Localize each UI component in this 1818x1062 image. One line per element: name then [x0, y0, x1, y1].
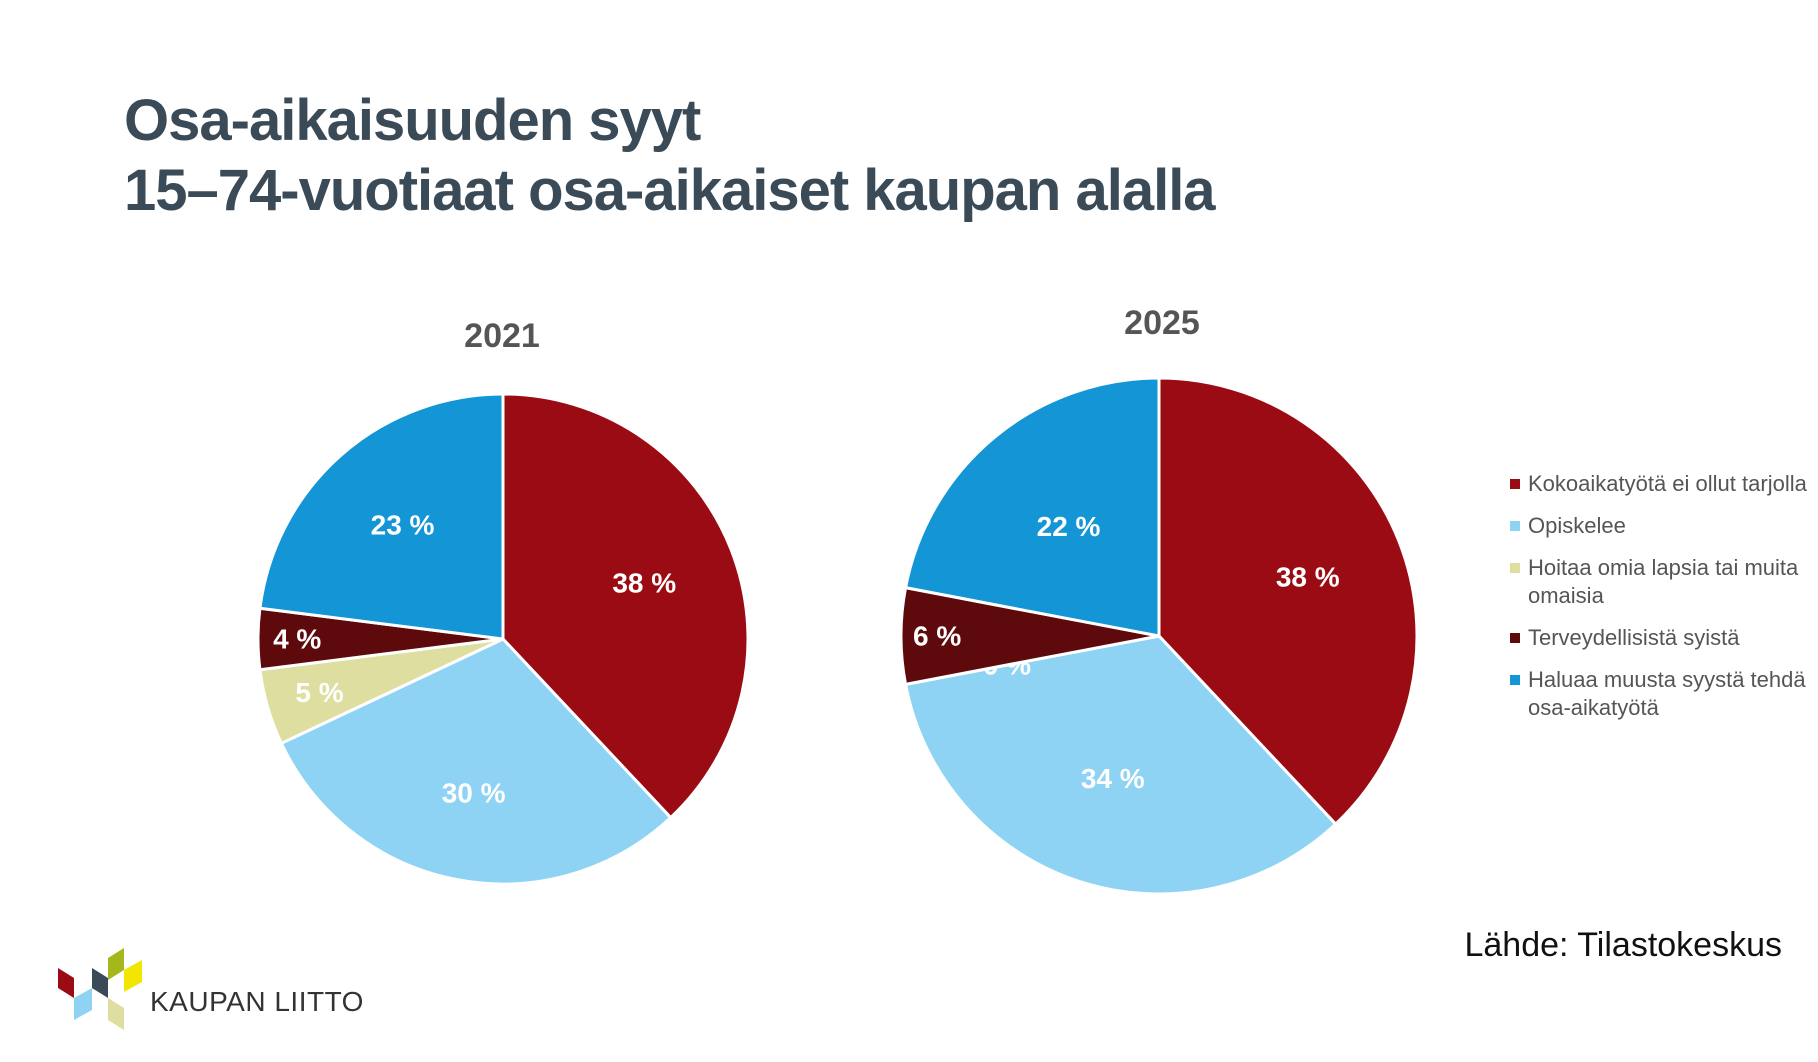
logo-text: KAUPAN LIITTO [150, 986, 364, 1017]
pie-chart-2025: 38 %34 %0 %6 %22 % [899, 376, 1419, 896]
logo-shape [124, 960, 142, 992]
pie-title-2021: 2021 [464, 317, 540, 355]
page-title: Osa-aikaisuuden syyt 15–74-vuotiaat osa-… [124, 86, 1216, 226]
legend-swatch [1510, 675, 1520, 685]
pie-data-label: 22 % [1037, 511, 1101, 542]
legend-item: Opiskelee [1508, 512, 1808, 540]
pie-slice [904, 376, 1161, 638]
pie-data-label: 30 % [442, 778, 506, 809]
pie-slice [1157, 376, 1419, 826]
pie-data-label: 38 % [1276, 562, 1340, 593]
title-line-1: Osa-aikaisuuden syyt [124, 88, 701, 153]
pie-data-label: 34 % [1081, 763, 1145, 794]
pie-slice [258, 392, 505, 641]
legend-swatch [1510, 563, 1520, 573]
legend-item: Kokoaikatyötä ei ollut tarjolla [1508, 470, 1808, 498]
logo-shape [108, 948, 124, 980]
pie-title-2025: 2025 [1124, 304, 1200, 342]
legend-label: Kokoaikatyötä ei ollut tarjolla [1528, 471, 1807, 496]
pie-data-label: 5 % [295, 677, 343, 708]
legend-item: Hoitaa omia lapsia tai muita omaisia [1508, 554, 1808, 610]
legend-swatch [1510, 521, 1520, 531]
title-line-2: 15–74-vuotiaat osa-aikaiset kaupan alall… [124, 158, 1216, 223]
pie-data-label: 4 % [273, 624, 321, 655]
legend-label: Hoitaa omia lapsia tai muita omaisia [1528, 555, 1799, 608]
logo-shape [74, 988, 92, 1020]
legend-swatch [1510, 633, 1520, 643]
legend-item: Haluaa muusta syystä tehdä osa-aikatyötä [1508, 666, 1808, 722]
legend: Kokoaikatyötä ei ollut tarjolla Opiskele… [1508, 470, 1808, 736]
pie-data-label: 23 % [371, 510, 435, 541]
pie-slice [279, 637, 673, 886]
legend-label: Opiskelee [1528, 513, 1626, 538]
kaupan-liitto-logo [58, 948, 142, 1030]
pie-chart-2021: 38 % 30 % 5 % 4 % 23 % [256, 392, 750, 886]
pie-slice [501, 392, 750, 820]
pie-slice [904, 634, 1338, 896]
source-note: Lähde: Tilastokeskus [1464, 926, 1782, 964]
legend-swatch [1510, 479, 1520, 489]
pie-data-label: 6 % [913, 621, 961, 652]
pie-data-label: 38 % [612, 568, 676, 599]
logo-shape [108, 998, 124, 1030]
legend-label: Haluaa muusta syystä tehdä osa-aikatyötä [1528, 667, 1806, 720]
logo-shape [58, 968, 74, 998]
logo-shape [92, 968, 108, 998]
legend-label: Terveydellisistä syistä [1528, 625, 1740, 650]
legend-item: Terveydellisistä syistä [1508, 624, 1808, 652]
